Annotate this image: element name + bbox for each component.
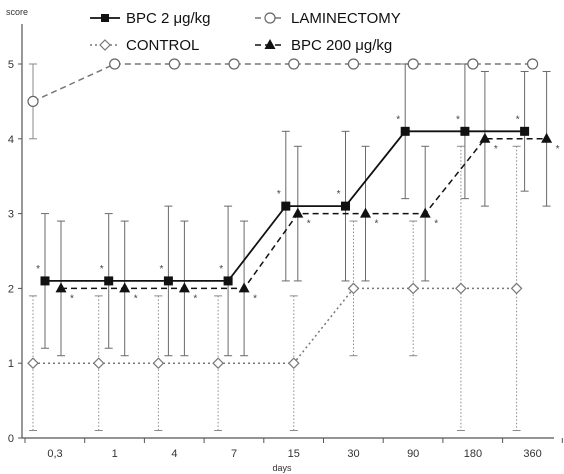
data-point-square — [341, 201, 350, 211]
significance-star: * — [337, 189, 341, 200]
data-point-circle — [27, 95, 39, 108]
significance-star: * — [159, 264, 163, 275]
series-line-laminectomy — [32, 63, 533, 103]
significance-star: * — [375, 219, 379, 230]
significance-star: * — [70, 293, 74, 304]
data-point-square — [40, 276, 50, 286]
significance-star: * — [193, 293, 197, 304]
data-point-triangle — [178, 282, 190, 293]
x-tick-label: 15 — [288, 448, 300, 460]
y-tick-label: 1 — [8, 358, 14, 370]
chart-axes: score days — [6, 7, 554, 473]
significance-star: * — [396, 114, 400, 125]
x-tick-label: 0,3 — [47, 448, 62, 460]
y-tick-label: 4 — [8, 134, 14, 146]
data-point-circle — [228, 58, 240, 70]
legend-swatch-marker — [101, 14, 109, 22]
data-point-square — [400, 126, 410, 136]
legend-swatch-marker — [264, 12, 276, 24]
data-point-diamond — [510, 282, 523, 295]
legend-label: BPC 200 μg/kg — [291, 37, 392, 54]
x-ticks: 0,3 1 4 7 15 30 90 180 360 — [24, 438, 563, 460]
significance-star: * — [456, 114, 460, 125]
data-point-triangle — [55, 282, 67, 293]
x-tick-label: 180 — [464, 448, 482, 460]
data-point-circle — [407, 58, 419, 70]
legend-swatch-marker — [99, 39, 111, 51]
data-point-triangle — [541, 132, 553, 143]
data-point-triangle — [119, 282, 131, 293]
legend-label: LAMINECTOMY — [291, 10, 401, 27]
data-point-circle — [288, 58, 300, 70]
data-point-circle — [467, 58, 479, 70]
significance-star: * — [307, 219, 311, 230]
x-tick-label: 30 — [347, 448, 359, 460]
data-point-square — [223, 276, 233, 286]
significance-star: * — [556, 144, 560, 155]
y-axis-title: score — [6, 7, 28, 17]
data-point-square — [104, 276, 114, 286]
data-point-diamond — [287, 357, 300, 370]
data-point-diamond — [455, 282, 467, 295]
significance-star: * — [36, 264, 40, 275]
data-point-triangle — [419, 207, 431, 218]
y-ticks: 0 1 2 3 4 5 — [8, 59, 22, 445]
y-tick-label: 2 — [8, 283, 14, 295]
significance-star: * — [253, 293, 257, 304]
y-tick-label: 0 — [8, 433, 14, 445]
data-point-square — [460, 126, 470, 136]
data-point-diamond — [212, 357, 224, 370]
data-point-diamond — [92, 357, 105, 370]
x-tick-label: 90 — [407, 448, 419, 460]
significance-star: * — [277, 189, 281, 200]
data-point-triangle — [292, 207, 304, 218]
significance-star: * — [100, 264, 104, 275]
series-markers — [27, 58, 553, 370]
x-tick-label: 4 — [171, 448, 177, 460]
x-axis-title: days — [272, 463, 292, 473]
legend-label: BPC 2 μg/kg — [126, 10, 211, 27]
data-point-diamond — [347, 282, 360, 295]
data-point-circle — [526, 58, 539, 70]
y-tick-label: 3 — [8, 209, 14, 221]
data-point-triangle — [360, 207, 371, 218]
significance-star: * — [134, 293, 138, 304]
significance-star: * — [516, 114, 520, 125]
legend-swatch-marker — [264, 39, 276, 49]
error-bars — [29, 63, 551, 432]
series-line-control — [33, 287, 517, 364]
chart-legend: BPC 2 μg/kg BPC 200 μg/kg LAMINECTOMY CONTR… — [90, 10, 401, 54]
data-point-circle — [168, 58, 180, 70]
data-point-diamond — [152, 357, 165, 370]
x-tick-label: 360 — [523, 448, 541, 460]
y-tick-label: 5 — [8, 59, 14, 71]
data-point-triangle — [479, 132, 491, 143]
x-tick-label: 1 — [112, 448, 118, 460]
data-point-square — [163, 276, 173, 286]
data-point-diamond — [407, 282, 420, 295]
legend-label: CONTROL — [126, 37, 199, 54]
significance-star: * — [434, 219, 438, 230]
significance-star: * — [219, 264, 223, 275]
x-tick-label: 7 — [231, 448, 237, 460]
series-line-bpc-200-g-kg — [61, 138, 547, 290]
data-point-square — [520, 126, 530, 136]
data-point-circle — [347, 58, 360, 70]
data-point-square — [281, 201, 291, 211]
data-point-circle — [109, 58, 121, 70]
significance-star: * — [494, 144, 498, 155]
significance-markers: * * * * * * * * * * * * * * * * * * — [36, 114, 560, 304]
data-point-diamond — [27, 357, 39, 370]
data-point-triangle — [238, 282, 250, 293]
